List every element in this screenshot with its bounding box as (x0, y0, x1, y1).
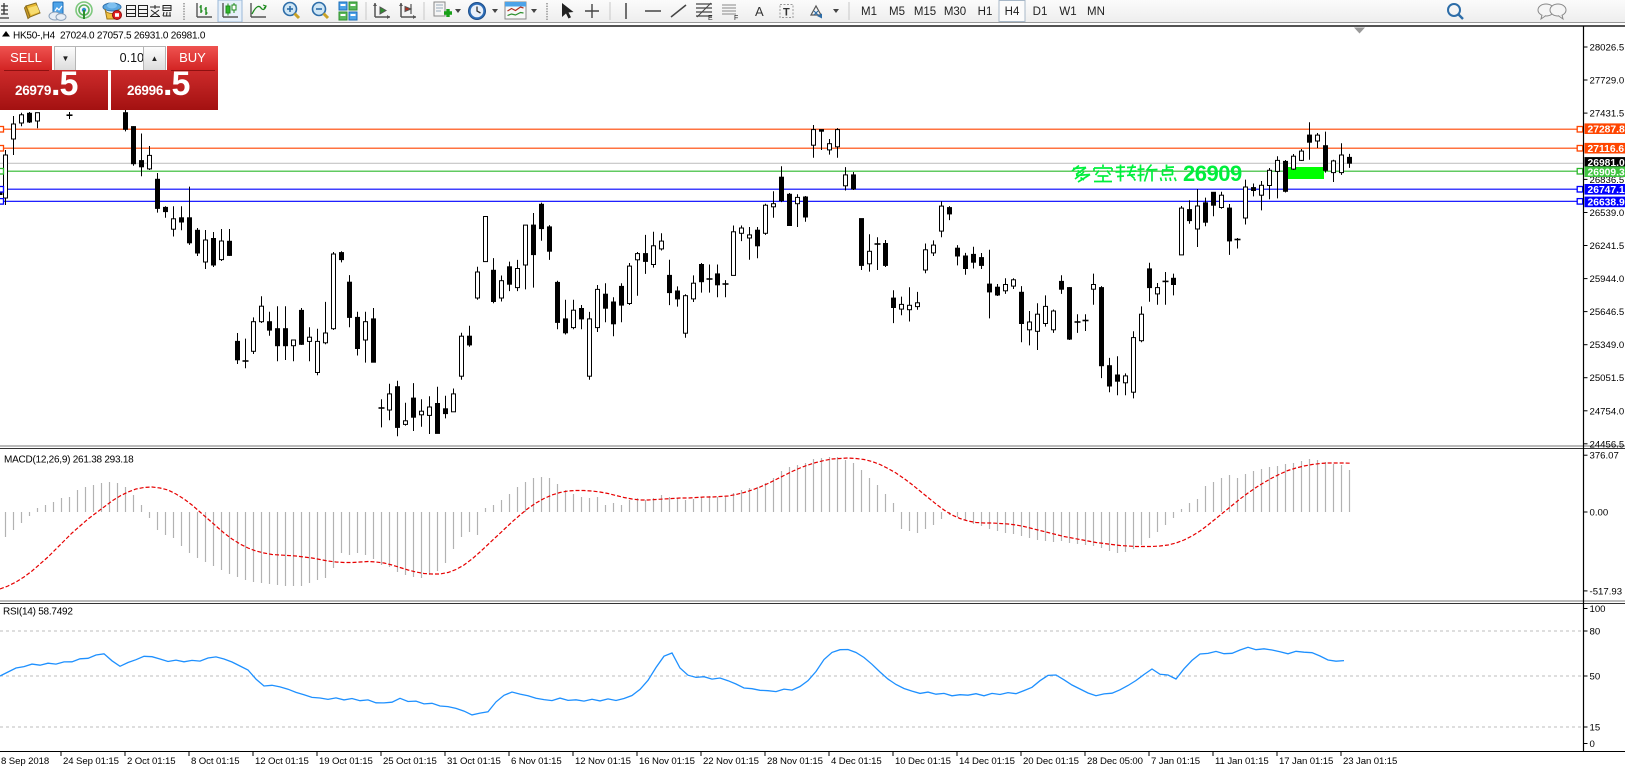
svg-text:0.00: 0.00 (1590, 508, 1609, 519)
svg-text:25349.0: 25349.0 (1590, 340, 1625, 351)
svg-text:HK50-,H4 27024.0 27057.5 2693: HK50-,H4 27024.0 27057.5 26931.0 26981.0 (13, 31, 206, 42)
svg-text:25051.5: 25051.5 (1590, 373, 1625, 384)
svg-text:26241.5: 26241.5 (1590, 241, 1625, 252)
svg-text:T: T (783, 7, 790, 19)
svg-text:M5: M5 (889, 6, 905, 18)
svg-text:27729.0: 27729.0 (1590, 76, 1625, 87)
svg-text:10 Dec 01:15: 10 Dec 01:15 (895, 756, 951, 767)
svg-text:8 Oct 01:15: 8 Oct 01:15 (191, 756, 240, 767)
svg-text:25646.5: 25646.5 (1590, 307, 1625, 318)
svg-text:27287.8: 27287.8 (1588, 125, 1625, 136)
svg-text:E: E (708, 15, 713, 22)
svg-text:2 Oct 01:15: 2 Oct 01:15 (127, 756, 176, 767)
svg-text:50: 50 (1590, 672, 1601, 683)
svg-text:M15: M15 (914, 6, 936, 18)
svg-text:31 Oct 01:15: 31 Oct 01:15 (447, 756, 501, 767)
svg-text:27116.6: 27116.6 (1588, 144, 1625, 155)
svg-text:376.07: 376.07 (1590, 451, 1619, 462)
svg-text:19 Oct 01:15: 19 Oct 01:15 (319, 756, 373, 767)
svg-text:26836.5: 26836.5 (1590, 175, 1625, 186)
svg-text:F: F (734, 15, 738, 22)
svg-text:A: A (755, 4, 764, 19)
svg-text:12 Oct 01:15: 12 Oct 01:15 (255, 756, 309, 767)
svg-text:15: 15 (1590, 723, 1601, 734)
svg-text:28026.5: 28026.5 (1590, 43, 1625, 54)
svg-text:26981.0: 26981.0 (1588, 158, 1625, 169)
svg-text:24 Sep 01:15: 24 Sep 01:15 (63, 756, 119, 767)
svg-text:RSI(14) 58.7492: RSI(14) 58.7492 (3, 607, 73, 618)
svg-text:7 Jan 01:15: 7 Jan 01:15 (1151, 756, 1200, 767)
svg-text:8 Sep 2018: 8 Sep 2018 (1, 756, 49, 767)
svg-text:22 Nov 01:15: 22 Nov 01:15 (703, 756, 759, 767)
svg-text:26909.3: 26909.3 (1588, 168, 1625, 179)
svg-text:12 Nov 01:15: 12 Nov 01:15 (575, 756, 631, 767)
svg-text:100: 100 (1590, 604, 1606, 615)
svg-text:28 Dec 05:00: 28 Dec 05:00 (1087, 756, 1143, 767)
svg-text:M1: M1 (861, 6, 877, 18)
svg-text:14 Dec 01:15: 14 Dec 01:15 (959, 756, 1015, 767)
svg-text:6 Nov 01:15: 6 Nov 01:15 (511, 756, 562, 767)
svg-text:MACD(12,26,9) 261.38 293.18: MACD(12,26,9) 261.38 293.18 (4, 455, 134, 466)
svg-text:26539.0: 26539.0 (1590, 208, 1625, 219)
svg-text:25 Oct 01:15: 25 Oct 01:15 (383, 756, 437, 767)
svg-text:H1: H1 (978, 6, 993, 18)
svg-text:24754.0: 24754.0 (1590, 406, 1625, 417)
svg-text:80: 80 (1590, 627, 1601, 638)
svg-text:W1: W1 (1059, 6, 1076, 18)
svg-text:D1: D1 (1033, 6, 1048, 18)
svg-text:26909: 26909 (1183, 161, 1242, 186)
svg-text:23 Jan 01:15: 23 Jan 01:15 (1343, 756, 1397, 767)
svg-text:28 Nov 01:15: 28 Nov 01:15 (767, 756, 823, 767)
svg-text:M30: M30 (944, 6, 966, 18)
svg-text:17 Jan 01:15: 17 Jan 01:15 (1279, 756, 1333, 767)
svg-text:16 Nov 01:15: 16 Nov 01:15 (639, 756, 695, 767)
svg-text:20 Dec 01:15: 20 Dec 01:15 (1023, 756, 1079, 767)
svg-text:26747.1: 26747.1 (1588, 185, 1625, 196)
svg-text:MN: MN (1087, 6, 1105, 18)
svg-text:27431.5: 27431.5 (1590, 109, 1625, 120)
svg-text:11 Jan 01:15: 11 Jan 01:15 (1215, 756, 1269, 767)
svg-text:24456.5: 24456.5 (1590, 439, 1625, 450)
svg-text:-517.93: -517.93 (1590, 586, 1623, 597)
svg-text:0: 0 (1590, 739, 1595, 750)
svg-text:4 Dec 01:15: 4 Dec 01:15 (831, 756, 882, 767)
svg-text:26638.9: 26638.9 (1588, 198, 1625, 209)
svg-text:25944.0: 25944.0 (1590, 274, 1625, 285)
svg-text:H4: H4 (1005, 6, 1020, 18)
